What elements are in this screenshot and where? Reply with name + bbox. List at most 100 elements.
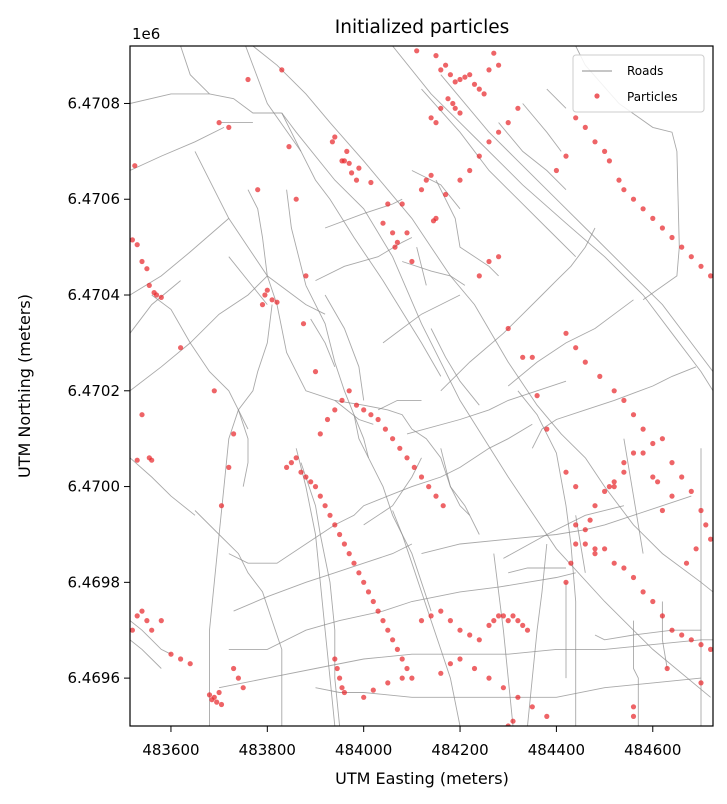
particle-point — [382, 426, 388, 432]
particle-point — [399, 656, 405, 662]
road-line — [252, 46, 586, 459]
particle-point — [399, 201, 405, 207]
particle-point — [353, 177, 360, 183]
road-line — [315, 677, 702, 698]
particle-point — [409, 675, 415, 681]
particle-point — [650, 440, 656, 447]
particle-point — [621, 187, 627, 193]
particle-point — [418, 474, 425, 480]
particle-point — [293, 455, 299, 461]
particle-point — [611, 484, 617, 490]
particle-point — [168, 651, 174, 657]
particle-point — [650, 215, 656, 221]
particle-point — [390, 637, 396, 643]
x-axis: 483600 483800 484000 484200 484400 484600 — [142, 726, 681, 759]
road-line — [209, 304, 273, 726]
particle-point — [621, 397, 627, 403]
particle-point — [259, 302, 266, 308]
particle-point — [440, 503, 446, 509]
particle-point — [630, 450, 637, 456]
road-line — [493, 553, 514, 726]
particle-point — [308, 479, 314, 485]
particle-point — [334, 665, 340, 672]
particle-point — [346, 551, 352, 557]
particle-point — [404, 455, 410, 461]
particle-point — [708, 273, 713, 279]
particle-point — [158, 618, 164, 624]
particle-point — [563, 579, 569, 585]
particle-point — [341, 541, 347, 547]
road-line — [194, 151, 326, 315]
road-line — [402, 261, 466, 286]
particle-point — [471, 665, 478, 672]
particle-point — [457, 627, 463, 633]
particle-point — [467, 72, 473, 78]
legend: Roads Particles — [572, 54, 705, 113]
x-tick-label: 483800 — [239, 741, 296, 759]
particle-point — [368, 179, 374, 186]
particle-point — [255, 187, 261, 193]
particle-point — [510, 718, 516, 724]
particle-point — [597, 373, 603, 379]
particle-point — [496, 129, 502, 135]
particle-point — [630, 574, 637, 581]
particle-point — [392, 244, 398, 250]
road-line — [517, 390, 577, 726]
road-line — [130, 457, 196, 516]
road-line — [421, 88, 577, 258]
road-line — [228, 423, 533, 564]
particle-point — [582, 541, 588, 547]
particle-point — [573, 345, 579, 351]
particle-point — [327, 512, 333, 518]
road-line — [130, 126, 225, 171]
particle-point — [428, 115, 434, 121]
particle-point — [370, 598, 376, 605]
road-line — [310, 318, 336, 367]
particle-point — [433, 215, 439, 221]
particle-point — [332, 134, 338, 140]
y-tick-label: 6.4700 — [68, 478, 121, 496]
particle-point — [505, 120, 511, 126]
particle-point — [332, 522, 338, 528]
particle-point — [349, 170, 355, 176]
particle-point — [534, 393, 540, 399]
particle-point — [300, 321, 307, 327]
road-line — [546, 88, 567, 109]
particle-point — [245, 76, 251, 83]
particle-point — [683, 560, 690, 566]
road-line — [130, 639, 162, 669]
particle-point — [476, 637, 482, 643]
particle-point — [211, 388, 217, 394]
particle-point — [353, 402, 360, 408]
particle-point — [486, 675, 492, 681]
legend-particles-swatch — [594, 93, 600, 99]
particle-point — [582, 359, 588, 365]
particle-point — [698, 642, 704, 648]
particle-point — [659, 613, 666, 619]
particle-point — [293, 196, 299, 202]
road-line — [266, 275, 480, 535]
y-tick-label: 6.4696 — [68, 669, 121, 687]
particle-point — [616, 177, 622, 183]
road-line — [430, 328, 480, 406]
particle-point — [529, 704, 535, 710]
road-line — [130, 93, 210, 104]
particle-point — [688, 637, 694, 643]
particle-point — [505, 618, 511, 624]
particle-point — [592, 503, 598, 509]
x-axis-label: UTM Easting (meters) — [335, 769, 509, 788]
particle-point — [341, 158, 347, 164]
particle-point — [640, 589, 646, 595]
particle-point — [602, 148, 608, 154]
particle-point — [592, 139, 598, 145]
road-line — [130, 280, 181, 334]
road-line — [435, 179, 499, 277]
road-line — [324, 198, 403, 229]
particle-point — [698, 263, 704, 269]
particle-point — [630, 196, 637, 202]
particle-point — [322, 503, 328, 509]
particle-point — [409, 258, 415, 265]
particle-point — [659, 436, 666, 442]
particle-point — [491, 618, 497, 624]
particle-point — [496, 613, 502, 619]
